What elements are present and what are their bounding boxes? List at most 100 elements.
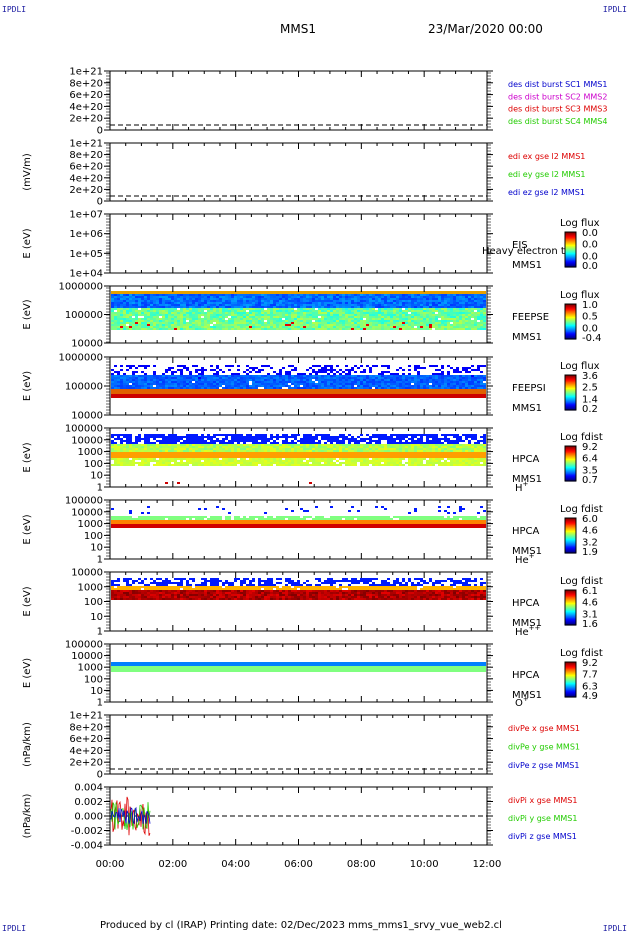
spectrogram-cell <box>282 304 285 306</box>
spectrogram-cell <box>375 381 378 383</box>
spectrogram-cell <box>135 314 138 316</box>
spectrogram-cell <box>477 381 480 383</box>
spectrogram-cell <box>264 385 267 387</box>
spectrogram-cell <box>384 385 387 387</box>
spectrogram-cell <box>417 324 420 326</box>
spectrogram-cell <box>195 365 198 367</box>
spectrogram-cell <box>360 381 363 383</box>
spectrogram-cell <box>120 304 123 306</box>
spectrogram-cell <box>291 371 294 373</box>
colorbar-segment <box>565 260 576 262</box>
spectrogram-cell <box>390 310 393 312</box>
spectrogram-cell <box>408 294 411 296</box>
spectrogram-cell <box>120 326 123 328</box>
spectrogram-cell <box>210 375 213 377</box>
spectrogram-cell <box>339 300 342 302</box>
spectrogram-cell <box>138 302 141 304</box>
spectrogram-cell <box>381 318 384 320</box>
spectrogram-cell <box>207 365 210 367</box>
spectrogram-cell <box>288 381 291 383</box>
spectrogram-cell <box>393 308 396 310</box>
spectrogram-cell <box>252 324 255 326</box>
spectrogram-cell <box>297 302 300 304</box>
colorbar-segment <box>565 257 576 260</box>
spectrogram-cell <box>144 324 147 326</box>
spectrogram-cell <box>222 298 225 300</box>
spectrogram-cell <box>267 322 270 324</box>
spectrogram-cell <box>474 328 477 330</box>
spectrogram-cell <box>225 314 228 316</box>
spectrogram-cell <box>162 328 165 330</box>
spectrogram-cell <box>198 306 201 308</box>
spectrogram-cell <box>399 373 402 375</box>
spectrogram-cell <box>126 389 129 391</box>
spectrogram-cell <box>411 387 414 389</box>
spectrogram-cell <box>372 318 375 320</box>
spectrogram-cell <box>417 385 420 387</box>
spectrogram-cell <box>144 320 147 322</box>
spectrogram-cell <box>111 304 114 306</box>
spectrogram-cell <box>192 371 195 373</box>
spectrogram-cell <box>369 328 372 330</box>
y-tick-label: 2e+20 <box>69 114 103 125</box>
spectrogram-cell <box>246 294 249 296</box>
spectrogram-cell <box>420 365 423 367</box>
spectrogram-cell <box>456 371 459 373</box>
spectrogram-cell <box>357 296 360 298</box>
spectrogram-cell <box>411 365 414 367</box>
spectrogram-cell <box>225 379 228 381</box>
spectrogram-cell <box>273 314 276 316</box>
spectrogram-cell <box>405 308 408 310</box>
spectrogram-cell <box>465 326 468 328</box>
spectrogram-cell <box>420 387 423 389</box>
spectrogram-cell <box>360 328 363 330</box>
spectrogram-cell <box>279 304 282 306</box>
spectrogram-cell <box>309 328 312 330</box>
spectrogram-cell <box>393 373 396 375</box>
spectrogram-cell <box>399 381 402 383</box>
spectrogram-cell <box>423 371 426 373</box>
spectrogram-cell <box>141 373 144 375</box>
spectrogram-cell <box>348 328 351 330</box>
spectrogram-cell <box>306 322 309 324</box>
spectrogram-cell <box>390 294 393 296</box>
spectrogram-cell <box>411 379 414 381</box>
spectrogram-cell <box>357 320 360 322</box>
spectrogram-cell <box>177 310 180 312</box>
spectrogram-cell <box>321 318 324 320</box>
spectrogram-cell <box>444 314 447 316</box>
spectrogram-cell <box>420 377 423 379</box>
spectrogram-cell <box>183 379 186 381</box>
spectrogram-cell <box>453 367 456 369</box>
spectrogram-cell <box>411 322 414 324</box>
spectrogram-cell <box>354 324 357 326</box>
spectrogram-cell <box>213 308 216 310</box>
spectrogram-cell <box>186 328 189 330</box>
spectrogram-cell <box>339 310 342 312</box>
spectrogram-cell <box>381 322 384 324</box>
spectrogram-cell <box>261 298 264 300</box>
spectrogram-cell <box>348 296 351 298</box>
spectrogram-cell <box>270 379 273 381</box>
colorbar-segment <box>565 246 576 248</box>
y-tick-label: 0 <box>97 197 103 208</box>
spectrogram-cell <box>333 365 336 367</box>
spectrogram-cell <box>123 385 126 387</box>
spectrogram-cell <box>456 387 459 389</box>
spectrogram-cell <box>459 320 462 322</box>
spectrogram-cell <box>144 310 147 312</box>
spectrogram-cell <box>360 298 363 300</box>
spectrogram-cell <box>318 365 321 367</box>
spectrogram-cell <box>282 385 285 387</box>
spectrogram-cell <box>309 365 312 367</box>
spectrogram-cell <box>285 365 288 367</box>
spectrogram-cell <box>417 298 420 300</box>
spectrogram-cell <box>342 312 345 314</box>
spectrogram-cell <box>243 391 246 393</box>
spectrogram-cell <box>375 385 378 387</box>
spectrogram-cell <box>126 387 129 389</box>
spectrogram-cell <box>447 296 450 298</box>
spectrogram-cell <box>477 385 480 387</box>
spectrogram-cell <box>165 381 168 383</box>
colorbar-tick-label: 0.0 <box>582 228 598 239</box>
